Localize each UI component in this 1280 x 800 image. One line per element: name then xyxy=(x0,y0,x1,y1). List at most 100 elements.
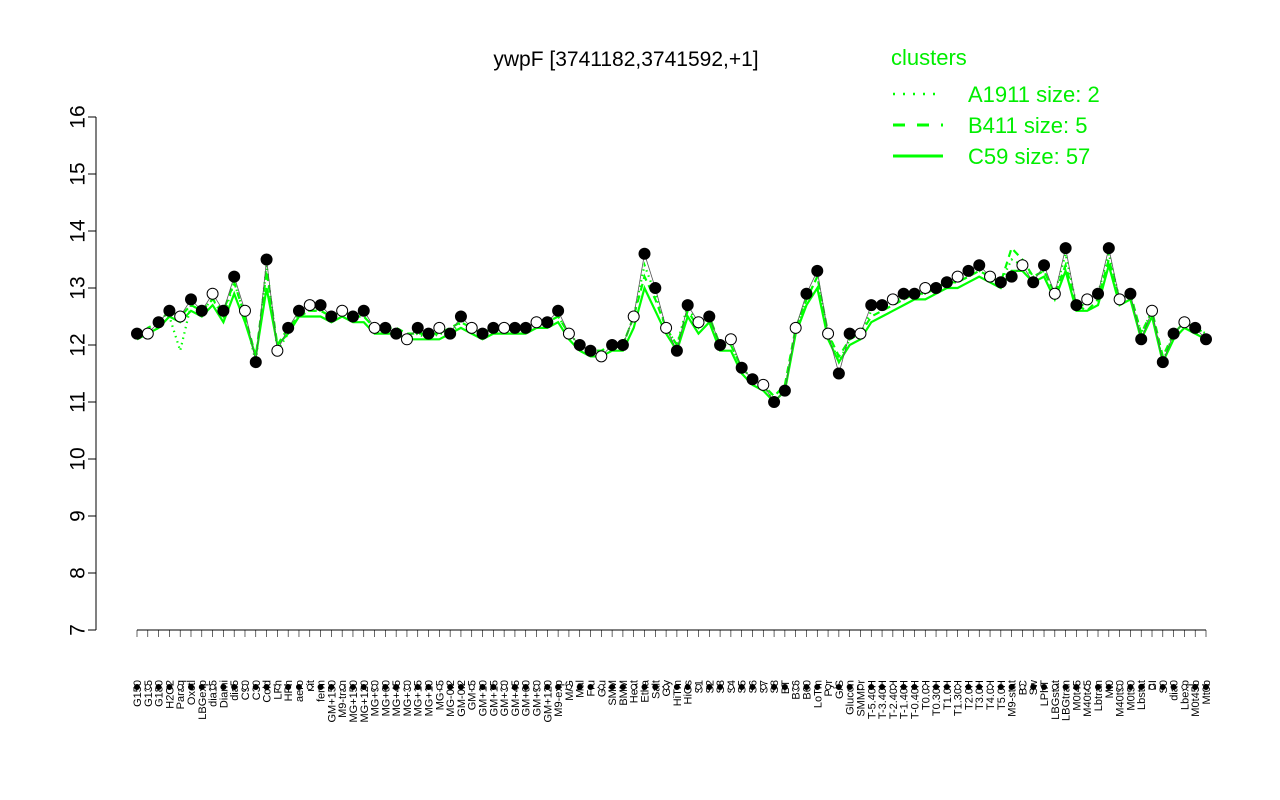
data-point xyxy=(908,287,921,300)
y-tick-label: 11 xyxy=(67,391,90,413)
data-point xyxy=(1113,293,1126,306)
data-point xyxy=(951,270,964,283)
data-point xyxy=(714,339,727,351)
x-rug-marker xyxy=(803,684,810,691)
x-rug-marker xyxy=(565,684,572,691)
x-rug-marker xyxy=(295,684,302,691)
x-tick-label: T-1.40H xyxy=(899,680,911,719)
x-rug-marker xyxy=(144,684,151,691)
x-rug-marker xyxy=(792,684,799,691)
x-rug-marker xyxy=(922,684,929,691)
data-point xyxy=(390,327,403,340)
x-rug-marker xyxy=(479,684,486,691)
x-rug-marker xyxy=(231,684,238,691)
x-rug-marker xyxy=(889,684,896,691)
x-rug-marker xyxy=(252,684,259,691)
data-point xyxy=(249,356,262,369)
data-point xyxy=(789,321,802,334)
data-point xyxy=(303,299,316,312)
data-point xyxy=(1102,242,1115,255)
y-tick-label: 10 xyxy=(67,447,90,470)
data-point xyxy=(606,339,619,351)
data-point xyxy=(163,304,176,317)
data-point xyxy=(1200,333,1212,346)
data-point xyxy=(400,333,413,346)
data-point xyxy=(336,304,349,317)
data-point xyxy=(562,327,575,340)
x-rug-marker xyxy=(933,684,940,691)
x-rug-marker xyxy=(1181,684,1188,691)
data-point xyxy=(1178,316,1191,329)
x-rug-marker xyxy=(1041,684,1048,691)
x-rug-marker xyxy=(954,684,961,691)
data-point xyxy=(476,327,489,340)
x-rug-marker xyxy=(382,684,389,691)
series-line-2 xyxy=(136,260,1207,404)
data-point xyxy=(897,287,910,300)
data-point xyxy=(660,321,673,334)
data-point xyxy=(465,321,478,334)
data-point xyxy=(498,321,511,334)
x-rug-marker xyxy=(630,684,637,691)
x-rug-marker xyxy=(306,684,313,691)
legend: clusters A1911 size: 2 B411 size: 5 C59 … xyxy=(891,45,1100,169)
data-point xyxy=(800,287,813,300)
y-tick-label: 9 xyxy=(67,510,90,522)
x-rug-marker xyxy=(652,684,659,691)
x-rug-marker xyxy=(1127,684,1134,691)
data-point xyxy=(541,316,554,329)
data-point xyxy=(238,304,251,317)
data-point xyxy=(973,259,986,272)
x-tick-label: T-0.40H xyxy=(909,680,921,719)
data-point xyxy=(984,270,997,283)
y-tick-label: 16 xyxy=(67,105,90,128)
x-rug-marker xyxy=(576,684,583,691)
x-tick-label: T-3.40H xyxy=(877,680,889,719)
data-point xyxy=(681,299,694,312)
x-rug-marker xyxy=(198,684,205,691)
x-rug-marker xyxy=(339,684,346,691)
data-point xyxy=(1146,304,1159,317)
data-point xyxy=(1070,299,1083,312)
data-point xyxy=(195,304,208,317)
x-rug-marker xyxy=(663,684,670,691)
x-rug-marker xyxy=(943,684,950,691)
y-tick-label: 14 xyxy=(67,219,90,243)
x-rug-marker xyxy=(695,684,702,691)
x-rug-marker xyxy=(1203,684,1210,691)
x-tick-label: GM+120 xyxy=(542,680,554,723)
x-rug-marker xyxy=(846,684,853,691)
data-point xyxy=(1092,287,1105,300)
x-rug-marker xyxy=(220,684,227,691)
data-point xyxy=(1005,270,1018,283)
x-rug-marker xyxy=(911,684,918,691)
x-rug-marker xyxy=(673,684,680,691)
data-point xyxy=(865,299,878,312)
data-point xyxy=(508,321,521,334)
x-rug-marker xyxy=(738,684,745,691)
series-line-1 xyxy=(136,245,1207,398)
data-point xyxy=(757,378,770,391)
x-rug-marker xyxy=(641,684,648,691)
x-rug-marker xyxy=(187,684,194,691)
x-rug-marker xyxy=(371,684,378,691)
x-rug-marker xyxy=(781,684,788,691)
x-rug-marker xyxy=(414,684,421,691)
data-point xyxy=(411,321,424,334)
data-point xyxy=(487,321,500,334)
data-point xyxy=(141,327,154,340)
data-point xyxy=(368,321,381,334)
data-point xyxy=(854,327,867,340)
legend-title: clusters xyxy=(891,45,967,70)
data-point xyxy=(778,384,791,397)
x-rug-marker xyxy=(328,684,335,691)
data-point xyxy=(292,304,305,317)
x-rug-marker xyxy=(349,684,356,691)
x-rug-marker xyxy=(155,684,162,691)
x-rug-marker xyxy=(274,684,281,691)
data-point xyxy=(1048,287,1061,300)
data-point xyxy=(379,321,392,334)
data-point xyxy=(174,310,187,323)
legend-label-c59: C59 size: 57 xyxy=(968,144,1090,169)
x-rug-marker xyxy=(522,684,529,691)
